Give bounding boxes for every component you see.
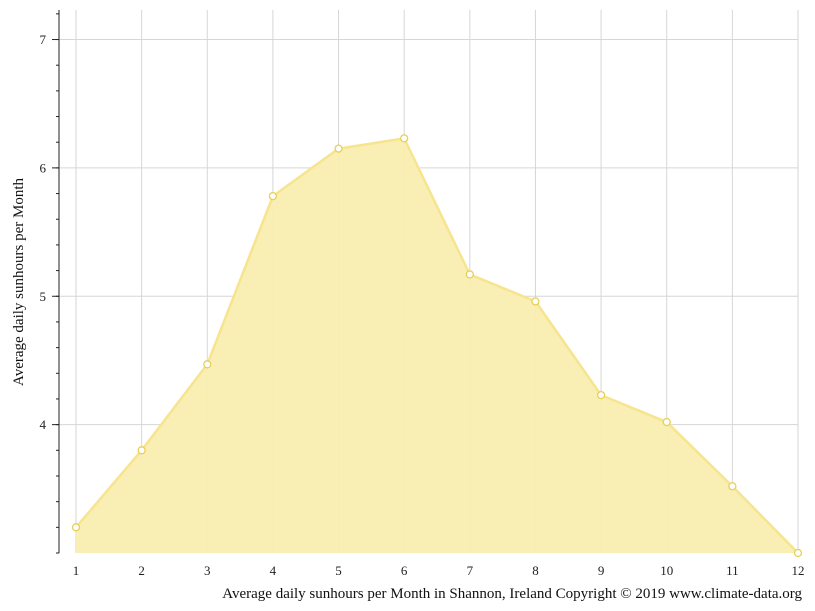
data-point <box>793 548 803 558</box>
data-point <box>465 270 474 279</box>
data-point <box>203 360 212 369</box>
x-tick-label: 8 <box>532 563 539 578</box>
y-tick-label: 7 <box>40 32 47 47</box>
x-tick-label: 10 <box>660 563 673 578</box>
chart-caption: Average daily sunhours per Month in Shan… <box>222 586 802 602</box>
x-tick-label: 7 <box>467 563 474 578</box>
y-tick-label: 4 <box>40 417 47 432</box>
y-axis-title: Average daily sunhours per Month <box>11 178 27 387</box>
data-point <box>662 417 671 427</box>
x-tick-label: 3 <box>204 563 211 578</box>
x-tick-label: 4 <box>270 563 277 578</box>
x-tick-label: 1 <box>73 563 80 578</box>
data-point <box>334 144 343 153</box>
series-line <box>75 137 799 554</box>
data-point <box>531 297 540 306</box>
x-tick-label: 9 <box>598 563 605 578</box>
data-point <box>268 191 278 201</box>
data-markers <box>71 134 803 558</box>
axes <box>52 10 60 554</box>
data-point <box>400 134 409 143</box>
y-tick-label: 6 <box>40 160 47 175</box>
area-series <box>75 137 799 554</box>
x-tick-label: 12 <box>792 563 805 578</box>
x-tick-label: 11 <box>726 563 739 578</box>
data-point <box>137 446 146 455</box>
y-tick-label: 5 <box>40 289 47 304</box>
area-fill <box>76 138 798 554</box>
data-point <box>596 390 606 400</box>
x-tick-label: 2 <box>138 563 145 578</box>
data-point <box>728 482 737 491</box>
x-tick-label: 6 <box>401 563 408 578</box>
data-point <box>71 523 81 532</box>
x-tick-label: 5 <box>335 563 342 578</box>
